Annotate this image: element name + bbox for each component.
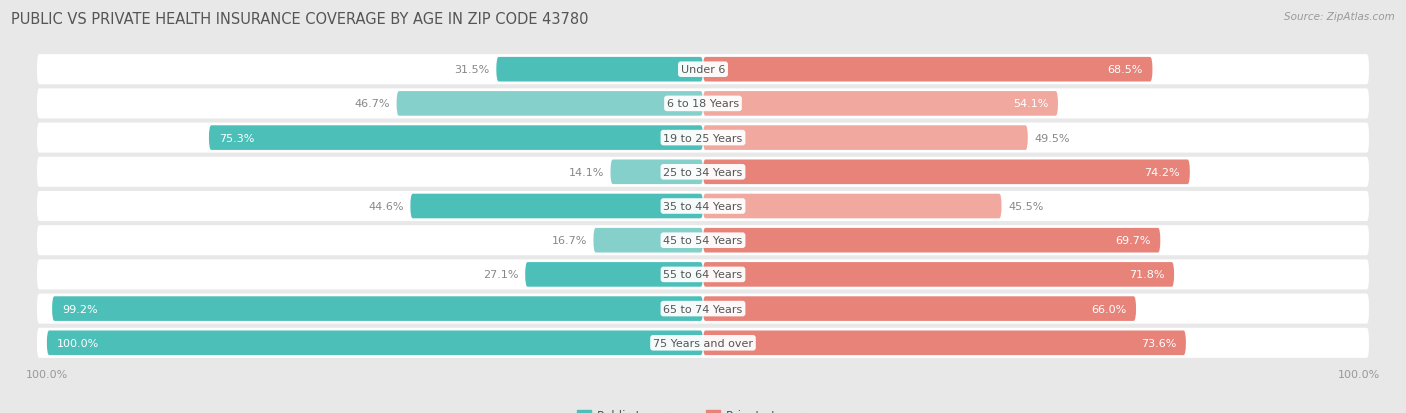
Text: 16.7%: 16.7% <box>551 236 586 246</box>
Text: 100.0%: 100.0% <box>56 338 98 348</box>
Text: 49.5%: 49.5% <box>1035 133 1070 143</box>
Text: 73.6%: 73.6% <box>1140 338 1175 348</box>
FancyBboxPatch shape <box>37 89 1369 119</box>
FancyBboxPatch shape <box>37 225 1369 256</box>
Text: 14.1%: 14.1% <box>568 167 605 177</box>
Text: Source: ZipAtlas.com: Source: ZipAtlas.com <box>1284 12 1395 22</box>
Text: 65 to 74 Years: 65 to 74 Years <box>664 304 742 314</box>
Text: Under 6: Under 6 <box>681 65 725 75</box>
FancyBboxPatch shape <box>703 126 1028 151</box>
Text: 25 to 34 Years: 25 to 34 Years <box>664 167 742 177</box>
FancyBboxPatch shape <box>703 58 1153 82</box>
Legend: Public Insurance, Private Insurance: Public Insurance, Private Insurance <box>572 404 834 413</box>
Text: 6 to 18 Years: 6 to 18 Years <box>666 99 740 109</box>
Text: 35 to 44 Years: 35 to 44 Years <box>664 202 742 211</box>
Text: 66.0%: 66.0% <box>1091 304 1126 314</box>
FancyBboxPatch shape <box>37 123 1369 153</box>
FancyBboxPatch shape <box>703 262 1174 287</box>
Text: 27.1%: 27.1% <box>484 270 519 280</box>
Text: 55 to 64 Years: 55 to 64 Years <box>664 270 742 280</box>
FancyBboxPatch shape <box>703 228 1160 253</box>
Text: 75 Years and over: 75 Years and over <box>652 338 754 348</box>
FancyBboxPatch shape <box>37 328 1369 358</box>
Text: 68.5%: 68.5% <box>1108 65 1143 75</box>
FancyBboxPatch shape <box>703 92 1057 116</box>
FancyBboxPatch shape <box>703 160 1189 185</box>
Text: 45.5%: 45.5% <box>1008 202 1043 211</box>
FancyBboxPatch shape <box>703 194 1001 219</box>
FancyBboxPatch shape <box>526 262 703 287</box>
Text: 71.8%: 71.8% <box>1129 270 1164 280</box>
FancyBboxPatch shape <box>37 294 1369 324</box>
FancyBboxPatch shape <box>703 331 1185 355</box>
FancyBboxPatch shape <box>496 58 703 82</box>
Text: 74.2%: 74.2% <box>1144 167 1180 177</box>
FancyBboxPatch shape <box>46 331 703 355</box>
FancyBboxPatch shape <box>37 55 1369 85</box>
Text: 45 to 54 Years: 45 to 54 Years <box>664 236 742 246</box>
Text: 46.7%: 46.7% <box>354 99 389 109</box>
Text: 31.5%: 31.5% <box>454 65 489 75</box>
FancyBboxPatch shape <box>396 92 703 116</box>
FancyBboxPatch shape <box>703 297 1136 321</box>
Text: 19 to 25 Years: 19 to 25 Years <box>664 133 742 143</box>
FancyBboxPatch shape <box>52 297 703 321</box>
FancyBboxPatch shape <box>37 260 1369 290</box>
Text: 99.2%: 99.2% <box>62 304 97 314</box>
FancyBboxPatch shape <box>37 157 1369 188</box>
Text: 54.1%: 54.1% <box>1012 99 1047 109</box>
Text: 69.7%: 69.7% <box>1115 236 1150 246</box>
FancyBboxPatch shape <box>593 228 703 253</box>
FancyBboxPatch shape <box>37 192 1369 221</box>
Text: 75.3%: 75.3% <box>219 133 254 143</box>
FancyBboxPatch shape <box>209 126 703 151</box>
Text: PUBLIC VS PRIVATE HEALTH INSURANCE COVERAGE BY AGE IN ZIP CODE 43780: PUBLIC VS PRIVATE HEALTH INSURANCE COVER… <box>11 12 589 27</box>
FancyBboxPatch shape <box>610 160 703 185</box>
FancyBboxPatch shape <box>411 194 703 219</box>
Text: 44.6%: 44.6% <box>368 202 404 211</box>
